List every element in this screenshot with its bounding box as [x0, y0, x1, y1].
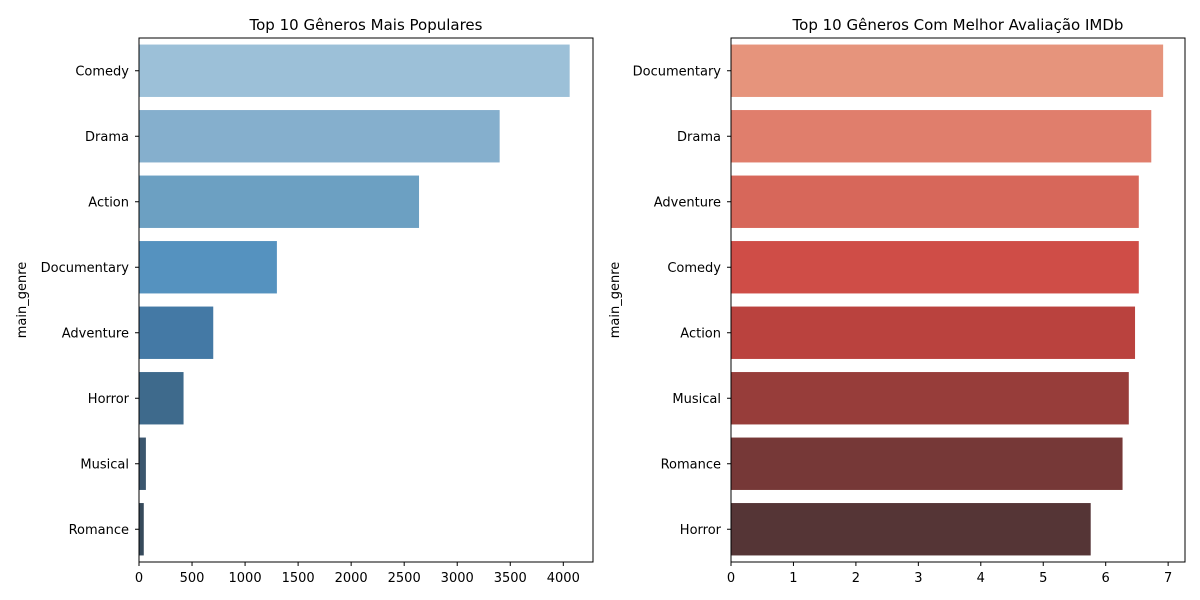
chart-panel-2: Top 10 Gêneros Com Melhor Avaliação IMDb… [608, 16, 1186, 586]
plot-frame [730, 37, 1186, 563]
x-tick-label: 6 [1102, 571, 1110, 586]
plot-frame [138, 37, 594, 563]
bar-romance [731, 437, 1123, 490]
bar-action [731, 306, 1136, 359]
y-tick-label: Romance [661, 457, 721, 472]
y-tick-label: Horror [680, 523, 722, 538]
bar-drama [731, 110, 1152, 163]
bar-comedy [139, 44, 570, 97]
y-tick-label: Action [680, 326, 721, 341]
y-tick-label: Horror [88, 392, 130, 407]
y-tick-label: Comedy [75, 64, 129, 79]
x-tick-label: 7 [1164, 571, 1172, 586]
bar-musical [139, 437, 146, 490]
bar-adventure [139, 306, 214, 359]
y-tick-label: Documentary [41, 261, 130, 276]
bar-adventure [731, 175, 1139, 228]
y-tick-label: Romance [69, 523, 129, 538]
x-tick-label: 500 [180, 571, 205, 586]
y-tick-label: Action [88, 195, 129, 210]
chart-title: Top 10 Gêneros Com Melhor Avaliação IMDb [792, 16, 1124, 34]
y-tick-label: Adventure [62, 326, 129, 341]
bar-musical [731, 372, 1129, 425]
x-tick-label: 3 [914, 571, 922, 586]
x-tick-label: 2500 [388, 571, 421, 586]
y-axis-label: main_genre [15, 262, 30, 339]
x-tick-label: 3500 [494, 571, 527, 586]
x-tick-label: 4 [977, 571, 985, 586]
x-tick-label: 1500 [282, 571, 315, 586]
bar-horror [139, 372, 184, 425]
bar-documentary [731, 44, 1164, 97]
bar-comedy [731, 241, 1139, 294]
x-tick-label: 2 [852, 571, 860, 586]
x-tick-label: 3000 [441, 571, 474, 586]
x-tick-label: 4000 [547, 571, 580, 586]
y-tick-label: Drama [85, 130, 129, 145]
x-tick-label: 2000 [335, 571, 368, 586]
x-tick-label: 1000 [229, 571, 262, 586]
chart-panel-1: Top 10 Gêneros Mais Populares Comedy Drama… [15, 16, 594, 586]
y-tick-label: Drama [677, 130, 721, 145]
bar-documentary [139, 241, 277, 294]
x-tick-label: 0 [135, 571, 143, 586]
y-tick-label: Documentary [633, 64, 722, 79]
bar-drama [139, 110, 500, 163]
y-tick-label: Musical [672, 392, 721, 407]
y-axis-label: main_genre [608, 262, 623, 339]
x-tick-label: 1 [789, 571, 797, 586]
bar-action [139, 175, 420, 228]
bar-horror [731, 503, 1091, 556]
x-tick-label: 5 [1039, 571, 1047, 586]
y-tick-label: Comedy [667, 261, 721, 276]
y-tick-label: Adventure [654, 195, 721, 210]
x-tick-label: 0 [727, 571, 735, 586]
bar-romance [139, 503, 144, 556]
chart-title: Top 10 Gêneros Mais Populares [249, 16, 483, 34]
y-tick-label: Musical [80, 457, 129, 472]
